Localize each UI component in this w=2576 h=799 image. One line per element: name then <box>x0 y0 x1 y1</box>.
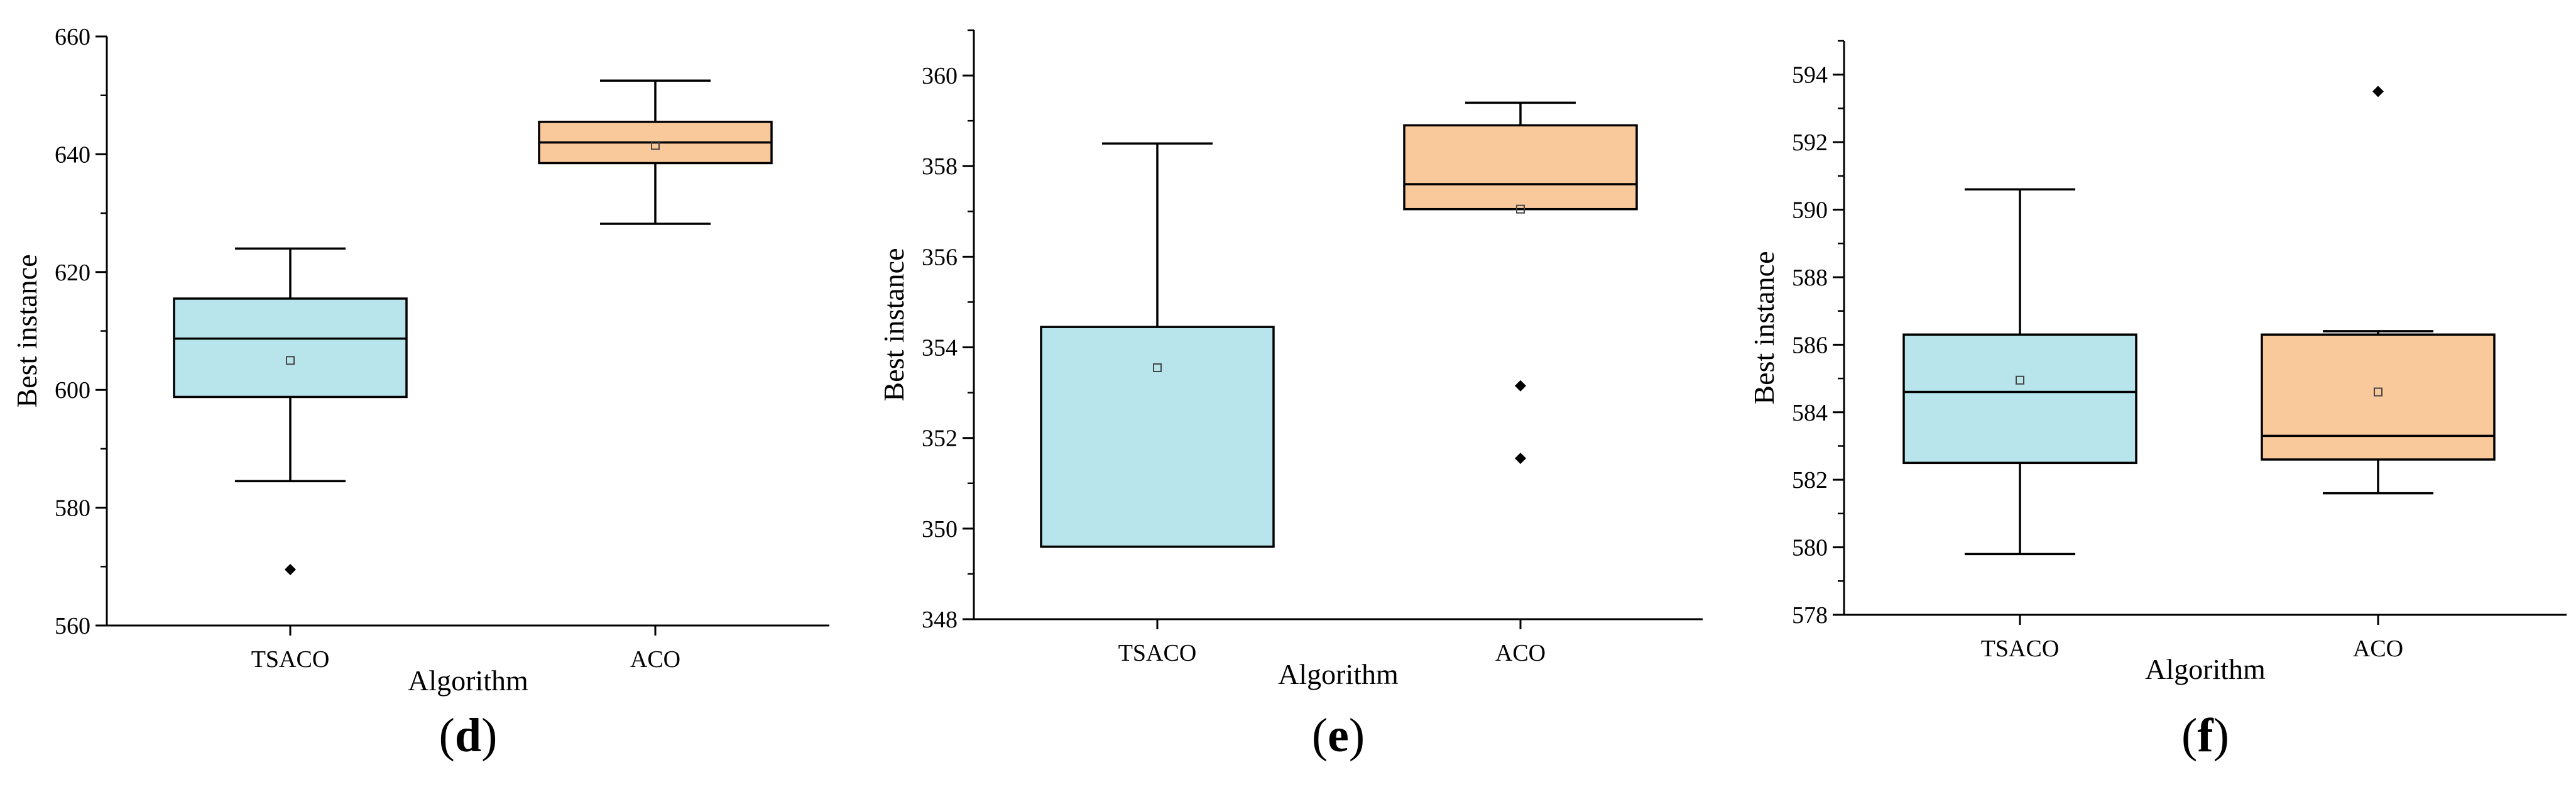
y-tick-label: 358 <box>922 153 958 180</box>
mean-marker <box>2016 375 2024 385</box>
x-tick-label: TSACO <box>1981 636 2060 662</box>
y-tick-label: 350 <box>922 516 958 543</box>
box-tsaco <box>173 297 408 399</box>
y-tick-label: 594 <box>1792 62 1828 89</box>
mean-marker <box>2374 387 2382 397</box>
x-tick-label: ACO <box>630 646 680 673</box>
y-axis-title: Best instance <box>1748 251 1780 405</box>
x-axis-title: Algorithm <box>2145 653 2266 685</box>
y-tick-label: 582 <box>1792 467 1828 493</box>
outlier-point <box>285 563 296 575</box>
x-axis-title: Algorithm <box>408 664 528 697</box>
outlier-point <box>1515 453 1526 465</box>
y-tick-label: 592 <box>1792 129 1828 156</box>
y-tick-label: 584 <box>1792 400 1828 426</box>
x-tick-label: TSACO <box>251 646 330 673</box>
y-tick-label: 588 <box>1792 265 1828 291</box>
x-tick-label: ACO <box>2353 636 2403 662</box>
y-tick-label: 640 <box>55 141 90 168</box>
y-tick-label: 620 <box>55 260 90 286</box>
y-tick-label: 348 <box>922 607 958 633</box>
y-tick-label: 660 <box>55 24 90 50</box>
y-axis-title: Best instance <box>878 248 910 402</box>
y-tick-label: 580 <box>55 495 90 522</box>
panel-d: 560 580 600 620 640 660 TSACO ACO Algorithm Best … <box>11 24 829 762</box>
y-tick-label: 560 <box>55 613 90 639</box>
panel-e: 348 350 352 354 356 358 360 TSACO ACO Algorithm Be… <box>878 29 1703 762</box>
y-tick-label: 590 <box>1792 197 1828 224</box>
mean-marker <box>1516 204 1525 214</box>
mean-marker <box>286 356 295 365</box>
panel-label: (f) <box>2181 709 2229 762</box>
outlier-point <box>1515 380 1526 392</box>
box-tsaco <box>1040 326 1275 548</box>
y-tick-label: 360 <box>922 63 958 89</box>
panel-label: (e) <box>1312 709 1365 762</box>
box-aco <box>1403 124 1638 211</box>
outlier-point <box>2372 85 2384 97</box>
y-tick-label: 356 <box>922 244 958 270</box>
y-tick-label: 586 <box>1792 332 1828 358</box>
x-tick-label: ACO <box>1495 640 1546 666</box>
panel-f: 578 580 582 584 586 588 590 592 594 TSACO ACO Algor… <box>1748 40 2567 762</box>
x-tick-label: TSACO <box>1118 640 1197 666</box>
y-tick-label: 354 <box>922 335 958 361</box>
box-tsaco <box>1902 333 2137 465</box>
mean-marker <box>651 141 660 150</box>
x-axis-title: Algorithm <box>1278 658 1399 690</box>
box-aco <box>2261 333 2496 461</box>
y-tick-label: 352 <box>922 426 958 452</box>
y-axis-title: Best instance <box>11 255 43 408</box>
mean-marker <box>1153 363 1162 372</box>
y-tick-label: 580 <box>1792 535 1828 561</box>
y-tick-label: 578 <box>1792 602 1828 629</box>
y-tick-label: 600 <box>55 377 90 404</box>
panel-label: (d) <box>439 709 498 762</box>
